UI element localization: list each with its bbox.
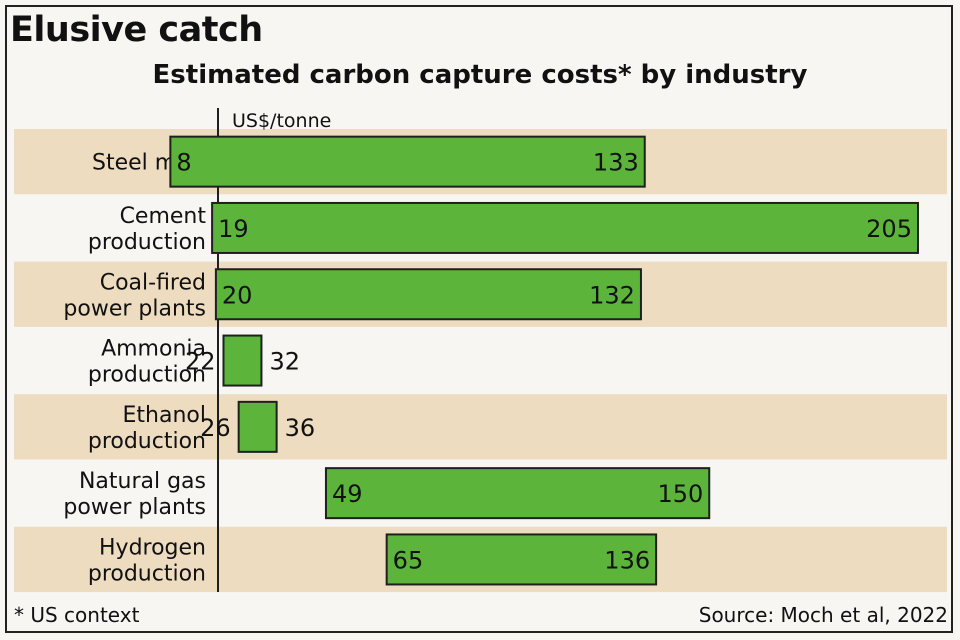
low-value-label: 19 xyxy=(218,215,249,243)
figure-frame xyxy=(5,5,953,633)
high-value-label: 205 xyxy=(866,215,912,243)
footnote: * US context xyxy=(14,603,140,627)
range-bar xyxy=(169,135,646,188)
high-value-label: 150 xyxy=(657,480,703,508)
low-value-label: 49 xyxy=(332,480,363,508)
source-note: Source: Moch et al, 2022 xyxy=(698,603,948,627)
low-value-label: 26 xyxy=(200,414,231,442)
low-value-label: 20 xyxy=(222,281,253,309)
range-bar xyxy=(385,533,658,586)
high-value-label: 136 xyxy=(604,546,650,574)
low-value-label: 22 xyxy=(185,348,216,376)
range-bar xyxy=(211,201,919,254)
high-value-label: 133 xyxy=(593,149,639,177)
low-value-label: 65 xyxy=(393,546,424,574)
high-value-label: 32 xyxy=(269,348,300,376)
category-label: Ammonia production xyxy=(88,337,206,388)
high-value-label: 132 xyxy=(589,281,635,309)
unit-label: US$/tonne xyxy=(232,110,331,132)
high-value-label: 36 xyxy=(285,414,316,442)
range-bar xyxy=(237,400,278,453)
category-label: Cement production xyxy=(88,204,207,255)
row-band xyxy=(14,394,947,460)
category-label: Hydrogen production xyxy=(88,535,206,586)
range-bar xyxy=(222,334,263,387)
main-title: Elusive catch xyxy=(10,10,263,50)
category-label: Coal-fired power plants xyxy=(63,270,206,321)
chart-subtitle: Estimated carbon capture costs* by indus… xyxy=(152,60,808,90)
range-bar xyxy=(214,268,642,321)
range-bar xyxy=(324,467,711,520)
low-value-label: 8 xyxy=(176,149,191,177)
category-label: Natural gas power plants xyxy=(63,469,206,520)
category-label: Ethanol production xyxy=(88,403,206,454)
